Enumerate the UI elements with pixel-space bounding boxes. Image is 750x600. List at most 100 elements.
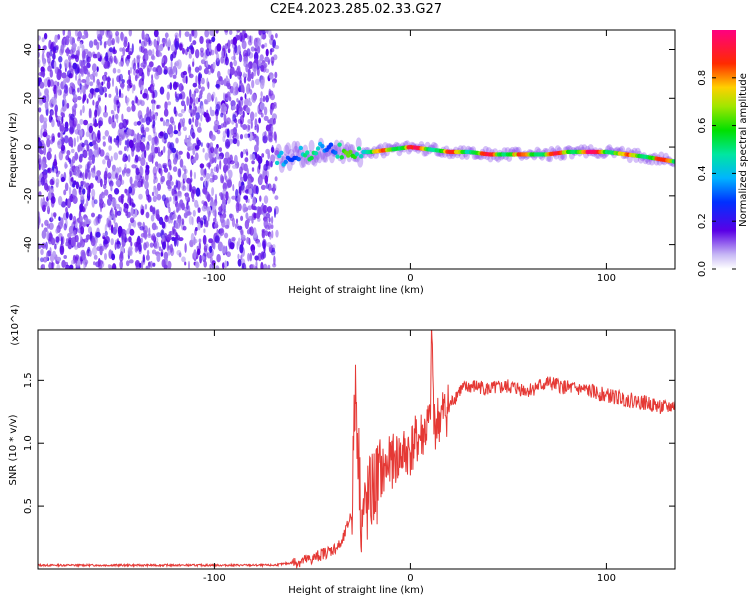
noise-blob [89, 250, 92, 257]
noise-blob [109, 180, 114, 187]
noise-blob [77, 46, 80, 52]
noise-blob [40, 172, 43, 177]
noise-blob [163, 108, 169, 117]
noise-blob [222, 262, 225, 269]
noise-blob [81, 251, 86, 261]
noise-blob [226, 117, 231, 125]
noise-blob [134, 154, 139, 163]
noise-blob [195, 75, 198, 85]
noise-blob [52, 53, 56, 60]
noise-blob [118, 166, 122, 173]
noise-blob [241, 40, 247, 50]
noise-blob [254, 144, 259, 153]
noise-blob [254, 125, 257, 131]
noise-blob [137, 62, 140, 70]
noise-blob [69, 170, 72, 178]
noise-blob [192, 189, 197, 195]
noise-blob [116, 210, 122, 216]
noise-blob [42, 197, 46, 206]
noise-blob [130, 198, 134, 205]
noise-blob [110, 136, 113, 145]
noise-blob [136, 54, 141, 60]
noise-blob [210, 146, 215, 154]
noise-blob [74, 245, 78, 250]
noise-blob [167, 185, 172, 190]
snr-multiplier: (x10^4) [10, 304, 21, 345]
noise-blob [205, 220, 209, 228]
noise-blob [76, 135, 79, 143]
noise-blob [226, 128, 230, 138]
noise-blob [168, 206, 171, 214]
noise-blob [119, 82, 125, 88]
noise-blob [120, 33, 125, 42]
noise-blob [167, 171, 171, 181]
noise-blob [43, 129, 48, 135]
noise-blob [110, 224, 114, 234]
noise-blob [177, 193, 182, 198]
noise-blob [128, 222, 132, 231]
noise-blob [271, 125, 274, 133]
noise-blob [56, 173, 59, 178]
noise-blob [42, 95, 47, 103]
noise-blob [107, 61, 110, 68]
noise-blob [195, 261, 200, 269]
noise-blob [184, 168, 186, 175]
noise-blob [47, 79, 51, 88]
noise-blob [137, 110, 143, 120]
noise-blob [216, 254, 221, 263]
noise-blob [138, 79, 142, 88]
noise-blob [90, 237, 96, 247]
noise-blob [257, 242, 262, 248]
noise-blob [104, 105, 107, 113]
colorbar-tick-label: 0.8 [697, 70, 708, 86]
noise-blob [252, 251, 255, 256]
noise-blob [191, 132, 196, 139]
noise-blob [114, 208, 118, 218]
noise-blob [122, 46, 126, 57]
noise-blob [38, 191, 42, 197]
noise-blob [71, 259, 75, 265]
track-halo [286, 159, 293, 172]
noise-blob [89, 108, 92, 116]
noise-blob [128, 246, 133, 251]
noise-blob [114, 242, 117, 251]
noise-blob [50, 237, 56, 246]
noise-blob [158, 44, 164, 52]
noise-blob [89, 92, 92, 100]
noise-blob [262, 238, 267, 249]
noise-blob [142, 65, 145, 70]
noise-blob [241, 185, 246, 193]
noise-blob [114, 222, 118, 230]
noise-blob [178, 237, 184, 242]
noise-blob [180, 109, 186, 114]
noise-blob [110, 185, 113, 192]
noise-blob [71, 148, 75, 154]
noise-blob [74, 166, 80, 177]
noise-blob [104, 155, 110, 161]
noise-blob [115, 203, 121, 209]
noise-blob [62, 99, 65, 107]
noise-blob [91, 246, 98, 256]
noise-blob [47, 55, 51, 64]
track-halo [291, 140, 298, 153]
noise-blob [269, 75, 274, 80]
colorbar-label: Normalized spectral amplitude [738, 73, 749, 227]
noise-blob [219, 228, 224, 234]
noise-blob [199, 36, 204, 44]
x-tick-label: -100 [203, 573, 226, 584]
noise-blob [270, 224, 274, 230]
noise-blob [155, 210, 159, 219]
noise-blob [43, 45, 47, 51]
noise-blob [269, 233, 272, 240]
noise-blob [255, 185, 259, 195]
noise-blob [195, 187, 201, 197]
noise-blob [56, 256, 62, 262]
noise-blob [92, 132, 96, 143]
noise-blob [95, 231, 101, 238]
noise-blob [124, 146, 127, 152]
noise-blob [201, 255, 205, 260]
noise-blob [270, 161, 273, 168]
noise-blob [141, 71, 145, 82]
noise-blob [64, 121, 69, 129]
noise-blob [101, 58, 105, 65]
